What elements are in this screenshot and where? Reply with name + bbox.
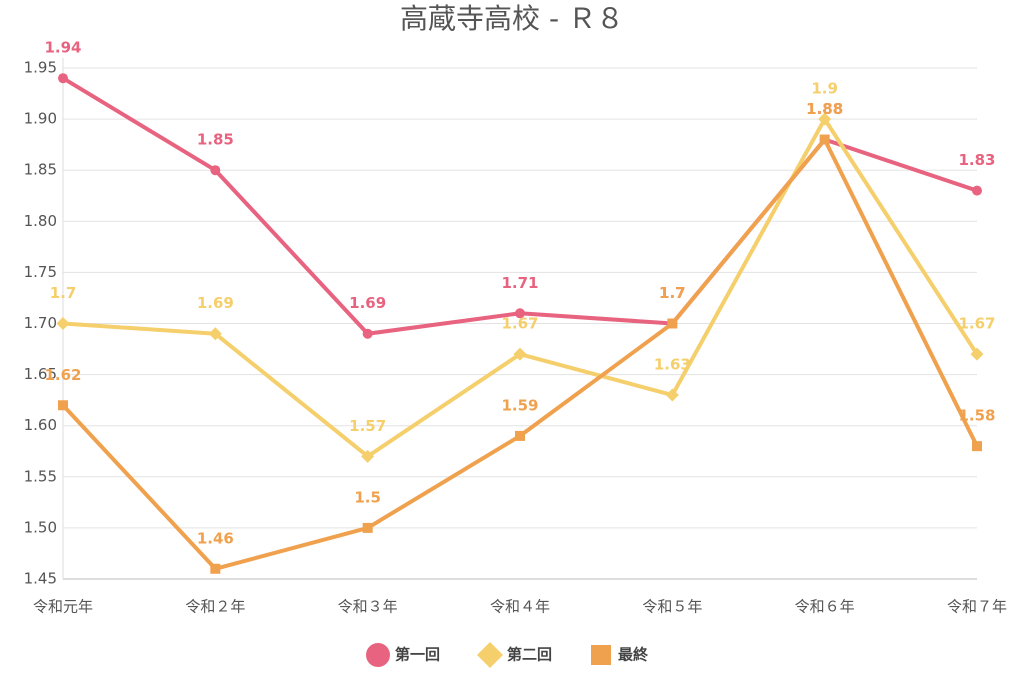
point bbox=[58, 400, 68, 411]
value-label: 1.67 bbox=[501, 315, 538, 333]
y-tick-label: 1.80 bbox=[24, 212, 57, 230]
point bbox=[56, 317, 70, 330]
point bbox=[210, 563, 221, 574]
point bbox=[970, 347, 984, 361]
x-tick-label: 令和４年 bbox=[490, 598, 550, 616]
point bbox=[515, 430, 525, 441]
point bbox=[58, 73, 68, 84]
value-label: 1.83 bbox=[958, 151, 995, 169]
legend-label: 第一回 bbox=[395, 646, 440, 664]
point bbox=[591, 645, 611, 665]
value-label: 1.7 bbox=[659, 284, 686, 302]
point bbox=[665, 388, 679, 402]
y-tick-label: 1.70 bbox=[24, 314, 57, 332]
value-label: 1.63 bbox=[654, 356, 691, 374]
legend-label: 第二回 bbox=[507, 646, 552, 664]
y-tick-label: 1.45 bbox=[24, 570, 57, 588]
x-tick-label: 令和７年 bbox=[947, 598, 1007, 616]
point bbox=[361, 449, 375, 463]
value-label: 1.57 bbox=[349, 417, 386, 435]
value-label: 1.69 bbox=[349, 294, 386, 312]
value-label: 1.58 bbox=[958, 407, 995, 425]
value-label: 1.9 bbox=[811, 80, 838, 98]
point bbox=[515, 308, 525, 319]
point bbox=[972, 441, 982, 452]
value-label: 1.46 bbox=[197, 529, 234, 547]
y-tick-label: 1.60 bbox=[24, 416, 57, 434]
x-tick-label: 令和３年 bbox=[338, 598, 398, 616]
point bbox=[667, 318, 678, 329]
y-tick-label: 1.90 bbox=[24, 110, 57, 128]
value-label: 1.67 bbox=[958, 315, 995, 333]
value-label: 1.85 bbox=[197, 131, 234, 149]
y-tick-label: 1.85 bbox=[24, 161, 57, 179]
point bbox=[818, 112, 832, 126]
value-label: 1.7 bbox=[50, 284, 77, 302]
value-label: 1.69 bbox=[197, 294, 234, 312]
point bbox=[477, 642, 503, 668]
value-label: 1.71 bbox=[501, 274, 538, 292]
value-label: 1.5 bbox=[354, 488, 381, 506]
value-label: 1.62 bbox=[44, 366, 81, 384]
value-label: 1.94 bbox=[44, 39, 81, 57]
value-label: 1.7 bbox=[659, 284, 686, 302]
chart-title: 高蔵寺高校 - Ｒ８ bbox=[400, 2, 624, 35]
y-tick-label: 1.50 bbox=[24, 518, 57, 536]
point bbox=[513, 347, 527, 361]
legend-label: 最終 bbox=[618, 646, 649, 664]
x-tick-label: 令和５年 bbox=[642, 598, 702, 616]
y-tick-label: 1.95 bbox=[24, 59, 57, 77]
point bbox=[210, 165, 221, 176]
x-tick-label: 令和元年 bbox=[33, 598, 93, 616]
point bbox=[362, 328, 373, 339]
point bbox=[208, 327, 222, 341]
y-tick-label: 1.75 bbox=[24, 263, 57, 281]
point bbox=[362, 522, 373, 533]
y-tick-label: 1.65 bbox=[24, 365, 57, 383]
x-tick-label: 令和６年 bbox=[795, 598, 855, 616]
value-label: 1.59 bbox=[501, 396, 538, 414]
value-label: 1.88 bbox=[806, 100, 843, 118]
y-tick-label: 1.55 bbox=[24, 467, 57, 485]
point bbox=[972, 185, 982, 196]
x-tick-label: 令和２年 bbox=[185, 598, 245, 616]
point bbox=[366, 643, 390, 667]
point bbox=[819, 134, 830, 145]
value-label: 1.88 bbox=[806, 100, 843, 118]
